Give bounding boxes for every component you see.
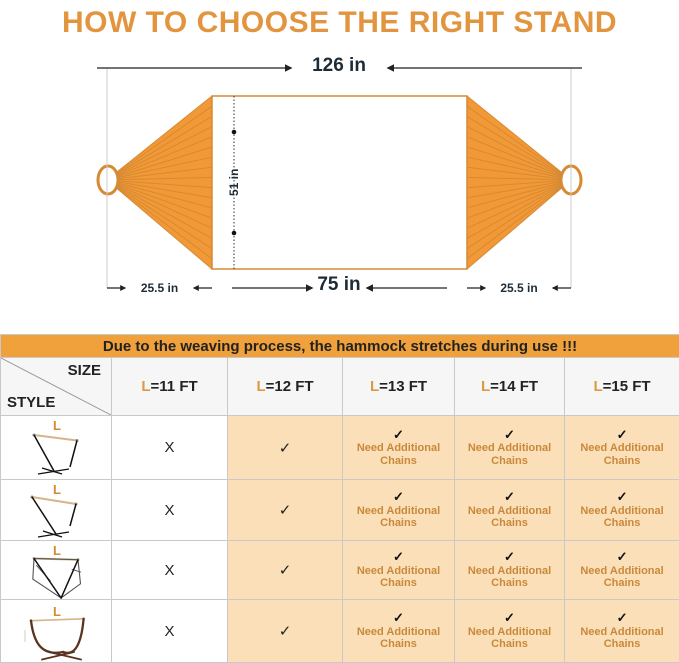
svg-text:L: L: [53, 418, 61, 433]
svg-text:L: L: [53, 482, 61, 497]
svg-text:L: L: [53, 604, 61, 619]
svg-text:L: L: [53, 543, 61, 558]
